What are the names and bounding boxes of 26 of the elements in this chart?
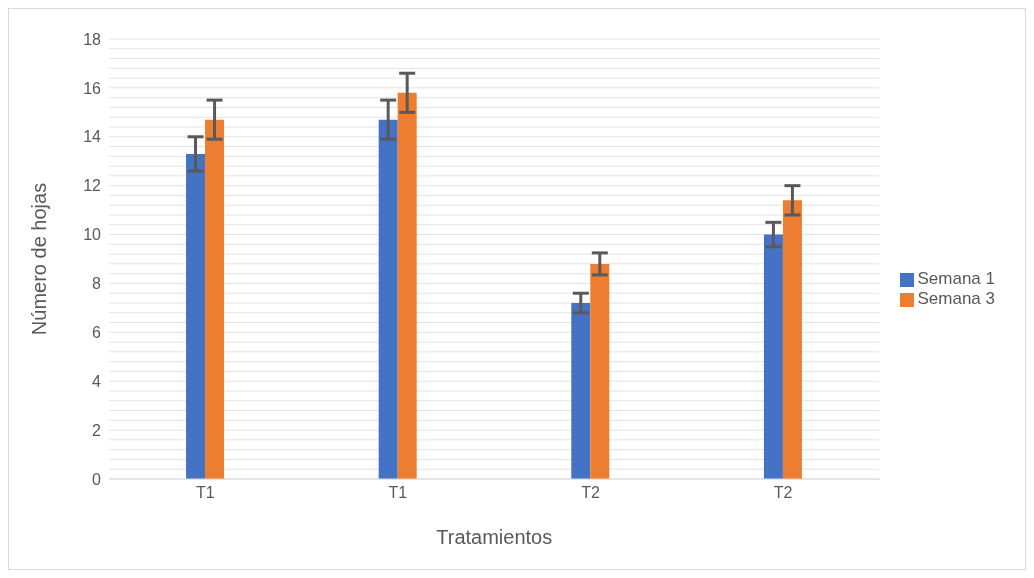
bar [397,92,417,479]
y-tick-label: 8 [92,275,102,293]
y-tick-label: 2 [92,421,102,439]
y-tick-label: 12 [83,177,102,195]
legend-label: Semana 3 [917,289,995,308]
bar [186,153,206,479]
bar [205,119,225,479]
x-tick-label: T1 [388,484,408,502]
bar [590,263,610,479]
bar [378,119,398,479]
x-tick-label: T2 [581,484,600,502]
bar [763,234,783,479]
y-axis-title: Número de hojas [28,182,51,336]
y-tick-label: 6 [92,324,102,342]
y-tick-label: 0 [92,470,102,488]
bar [782,200,802,479]
x-axis-title: Tratamientos [436,526,553,548]
y-tick-label: 18 [83,30,102,48]
y-tick-label: 4 [92,372,102,390]
x-tick-label: T1 [195,484,215,502]
y-tick-label: 16 [83,79,102,97]
y-tick-label: 14 [83,128,102,146]
y-tick-label: 10 [83,226,102,244]
x-tick-label: T2 [773,484,793,502]
bar [571,303,591,479]
legend-label: Semana 1 [917,269,995,288]
